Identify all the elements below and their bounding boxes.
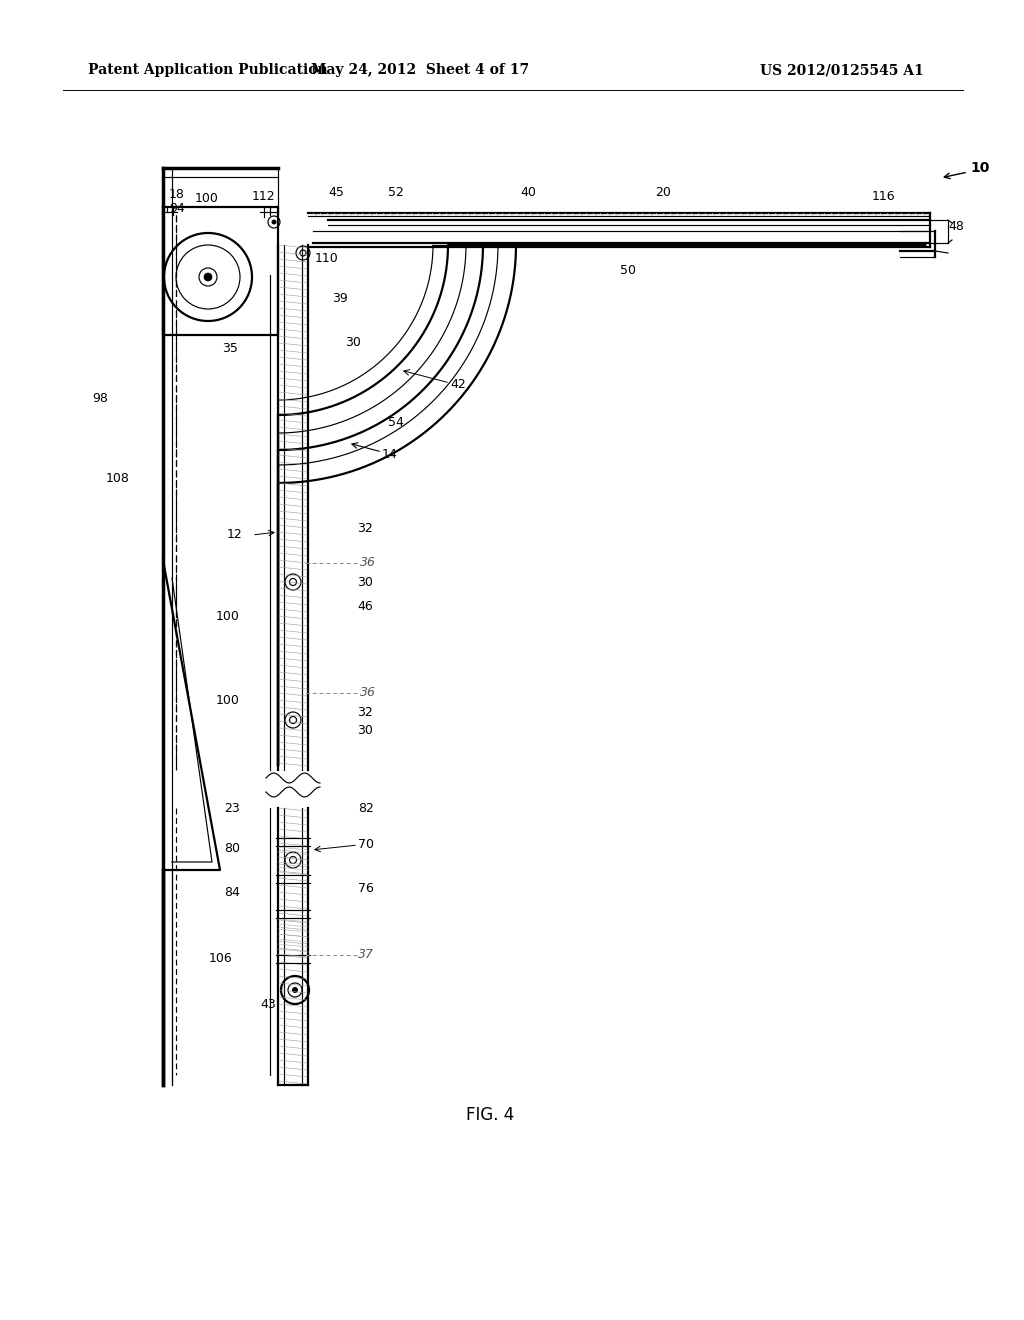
Text: Patent Application Publication: Patent Application Publication bbox=[88, 63, 328, 77]
Text: 108: 108 bbox=[106, 471, 130, 484]
Text: 100: 100 bbox=[195, 191, 219, 205]
Text: 30: 30 bbox=[357, 577, 373, 590]
Text: 42: 42 bbox=[450, 379, 466, 392]
Text: 94: 94 bbox=[169, 202, 185, 214]
Text: 20: 20 bbox=[655, 186, 671, 199]
Text: 23: 23 bbox=[224, 801, 240, 814]
Text: 46: 46 bbox=[357, 599, 373, 612]
Text: 98: 98 bbox=[92, 392, 108, 404]
Text: 82: 82 bbox=[358, 801, 374, 814]
Text: 43: 43 bbox=[260, 998, 275, 1011]
Text: 76: 76 bbox=[358, 882, 374, 895]
Text: 112: 112 bbox=[252, 190, 275, 202]
Text: May 24, 2012  Sheet 4 of 17: May 24, 2012 Sheet 4 of 17 bbox=[311, 63, 529, 77]
Text: 10: 10 bbox=[970, 161, 989, 176]
Text: 18: 18 bbox=[169, 189, 185, 202]
Text: 80: 80 bbox=[224, 842, 240, 854]
Text: 100: 100 bbox=[216, 693, 240, 706]
Text: 36: 36 bbox=[360, 686, 376, 700]
Text: 12: 12 bbox=[226, 528, 242, 541]
Text: 116: 116 bbox=[872, 190, 896, 202]
Text: 48: 48 bbox=[948, 219, 964, 232]
Text: US 2012/0125545 A1: US 2012/0125545 A1 bbox=[760, 63, 924, 77]
Text: 32: 32 bbox=[357, 705, 373, 718]
Circle shape bbox=[204, 273, 212, 281]
Text: 30: 30 bbox=[345, 337, 360, 350]
Text: 100: 100 bbox=[216, 610, 240, 623]
Text: 40: 40 bbox=[520, 186, 536, 199]
Text: 50: 50 bbox=[620, 264, 636, 276]
Text: 14: 14 bbox=[382, 449, 397, 462]
Text: 32: 32 bbox=[357, 521, 373, 535]
Text: 45: 45 bbox=[328, 186, 344, 199]
Text: 110: 110 bbox=[315, 252, 339, 264]
Text: 35: 35 bbox=[222, 342, 238, 355]
Circle shape bbox=[292, 987, 298, 993]
Text: 106: 106 bbox=[208, 952, 232, 965]
Text: 39: 39 bbox=[332, 292, 348, 305]
Text: 52: 52 bbox=[388, 186, 403, 199]
Text: 84: 84 bbox=[224, 887, 240, 899]
Text: 30: 30 bbox=[357, 725, 373, 738]
Text: FIG. 4: FIG. 4 bbox=[466, 1106, 514, 1125]
Circle shape bbox=[271, 219, 276, 224]
Text: 36: 36 bbox=[360, 557, 376, 569]
Text: 54: 54 bbox=[388, 416, 403, 429]
Text: 37: 37 bbox=[358, 949, 374, 961]
Text: 70: 70 bbox=[358, 838, 374, 851]
